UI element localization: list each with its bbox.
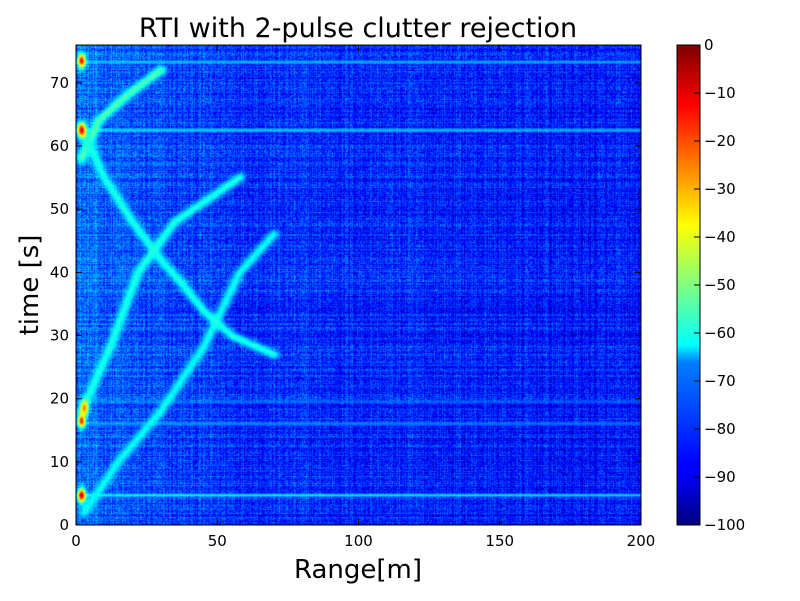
y-tick-label: 10 [50, 453, 69, 471]
colorbar-tick-label: −30 [704, 180, 736, 198]
chart-title: RTI with 2-pulse clutter rejection [139, 13, 577, 44]
x-tick-label: 150 [485, 532, 514, 550]
colorbar-tick-label: −80 [704, 420, 736, 438]
colorbar-tick-label: −20 [704, 132, 736, 150]
colorbar-tick-label: −90 [704, 468, 736, 486]
x-tick-label: 0 [71, 532, 81, 550]
y-tick-label: 20 [50, 390, 69, 408]
colorbar-tick-label: −40 [704, 228, 736, 246]
colorbar-tick-label: −100 [704, 516, 745, 534]
colorbar-tick-label: −70 [704, 372, 736, 390]
y-tick-label: 0 [59, 516, 69, 534]
x-axis-ticks: 0 50 100 150 200 [71, 45, 655, 550]
x-axis-label: Range[m] [294, 555, 422, 585]
y-tick-label: 40 [50, 263, 69, 281]
y-tick-label: 70 [50, 74, 69, 92]
colorbar-tick-label: −60 [704, 324, 736, 342]
x-tick-label: 200 [627, 532, 656, 550]
y-tick-label: 60 [50, 137, 69, 155]
y-axis-label: time [s] [15, 235, 45, 336]
colorbar-ticks: 0 −10 −20 −30 −40 −50 −60 −70 −80 −90 −100 [694, 36, 745, 534]
y-tick-label: 50 [50, 200, 69, 218]
y-axis-ticks: 0 10 20 30 40 50 60 70 [50, 74, 641, 534]
colorbar-tick-label: 0 [704, 36, 714, 54]
y-tick-label: 30 [50, 327, 69, 345]
x-tick-label: 100 [344, 532, 373, 550]
heatmap-image [76, 45, 641, 525]
colorbar-tick-label: −50 [704, 276, 736, 294]
colorbar-tick-label: −10 [704, 84, 736, 102]
x-tick-label: 50 [208, 532, 227, 550]
